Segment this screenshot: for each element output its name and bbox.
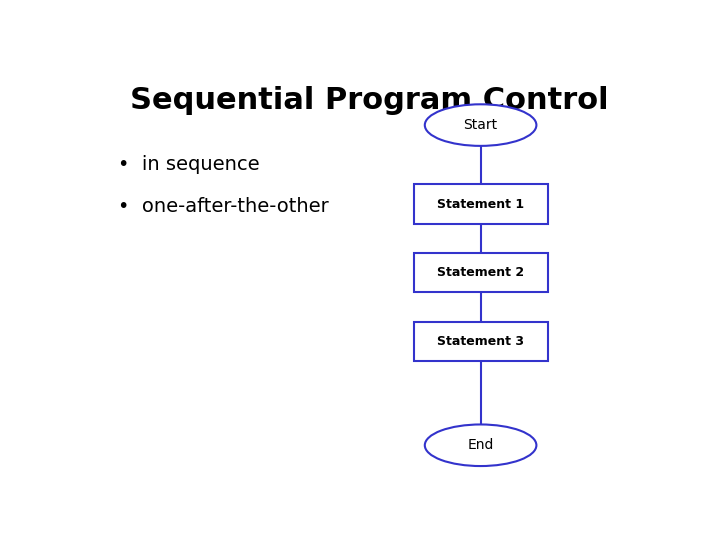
Text: Statement 1: Statement 1 [437, 198, 524, 211]
Text: Start: Start [464, 118, 498, 132]
Text: Statement 3: Statement 3 [437, 335, 524, 348]
Ellipse shape [425, 424, 536, 466]
FancyBboxPatch shape [413, 321, 547, 361]
Text: End: End [467, 438, 494, 453]
Text: •  in sequence: • in sequence [118, 155, 259, 174]
Ellipse shape [425, 104, 536, 146]
Text: Sequential Program Control: Sequential Program Control [130, 85, 608, 114]
FancyBboxPatch shape [413, 253, 547, 293]
Text: •  one-after-the-other: • one-after-the-other [118, 197, 328, 215]
Text: Statement 2: Statement 2 [437, 266, 524, 279]
FancyBboxPatch shape [413, 184, 547, 224]
